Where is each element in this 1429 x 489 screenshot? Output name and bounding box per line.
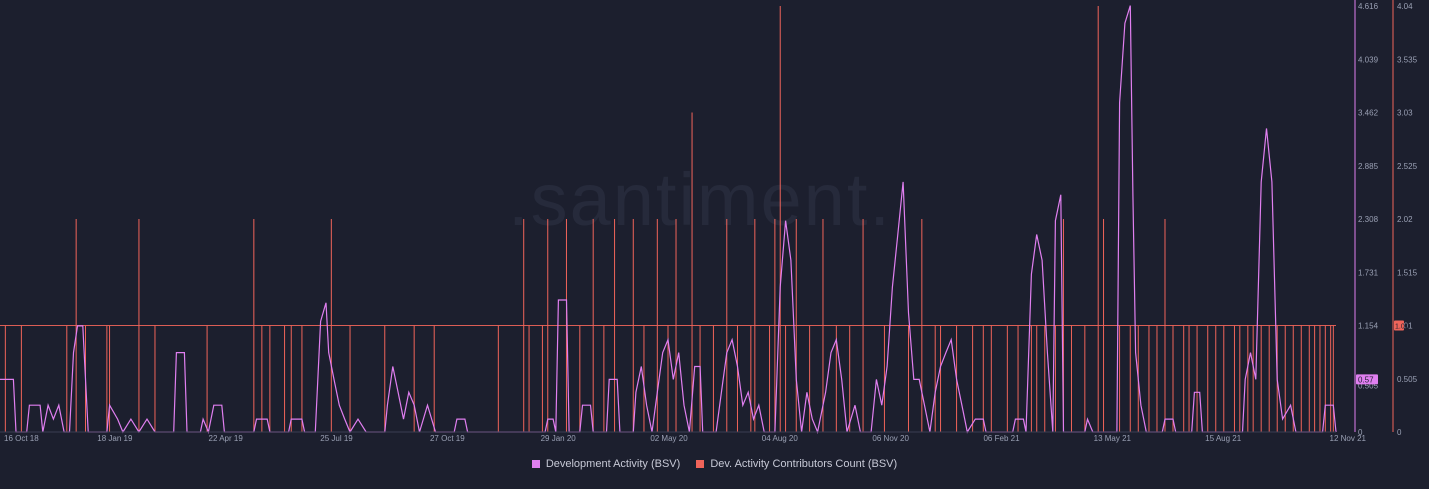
x-axis-tick-12: 12 Nov 21 <box>1330 434 1367 443</box>
x-axis-tick-7: 04 Aug 20 <box>762 434 799 443</box>
right-axis-tick-6: 1.01 <box>1397 322 1413 331</box>
right-axis-tick-7: 0.505 <box>1397 375 1418 384</box>
x-axis-tick-3: 25 Jul 19 <box>320 434 353 443</box>
watermark: .santiment. <box>508 158 892 241</box>
x-axis-tick-5: 29 Jan 20 <box>541 434 577 443</box>
left-axis-tick-7: 0.505 <box>1358 381 1379 390</box>
left-axis-tick-3: 2.885 <box>1358 162 1379 171</box>
x-axis-tick-10: 13 May 21 <box>1094 434 1132 443</box>
legend-swatch-contributors <box>696 460 705 468</box>
left-current-badge <box>1356 374 1378 385</box>
x-axis-tick-2: 22 Apr 19 <box>209 434 244 443</box>
right-axis-tick-0: 4.04 <box>1397 2 1413 11</box>
x-axis-tick-4: 27 Oct 19 <box>430 434 465 443</box>
left-axis-tick-4: 2.308 <box>1358 215 1379 224</box>
right-axis-tick-1: 3.535 <box>1397 55 1418 64</box>
right-current-badge <box>1394 320 1404 331</box>
left-axis-tick-0: 4.616 <box>1358 2 1379 11</box>
left-axis-tick-1: 4.039 <box>1358 55 1379 64</box>
legend: Development Activity (BSV) Dev. Activity… <box>0 458 1429 470</box>
x-axis-tick-0: 16 Oct 18 <box>4 434 39 443</box>
legend-item-contributors-count[interactable]: Dev. Activity Contributors Count (BSV) <box>696 458 897 470</box>
legend-label-development: Development Activity (BSV) <box>545 458 681 470</box>
left-current-value: 0.57 <box>1358 375 1374 384</box>
legend-label-contributors: Dev. Activity Contributors Count (BSV) <box>710 458 898 470</box>
development-series <box>0 5 1337 435</box>
x-axis-tick-9: 06 Feb 21 <box>983 434 1020 443</box>
right-axis-tick-8: 0 <box>1397 428 1402 437</box>
left-axis-tick-6: 1.154 <box>1358 322 1379 331</box>
x-axis-tick-6: 02 May 20 <box>650 434 688 443</box>
legend-item-development-activity[interactable]: Development Activity (BSV) <box>531 458 681 470</box>
left-axis-tick-2: 3.462 <box>1358 109 1379 118</box>
right-current-value: 1.01 <box>1395 324 1409 331</box>
left-axis-tick-5: 1.731 <box>1358 268 1379 277</box>
right-axis-tick-4: 2.02 <box>1397 215 1413 224</box>
x-axis-tick-8: 06 Nov 20 <box>872 434 909 443</box>
contributors-series <box>0 6 1336 432</box>
development-activity-line <box>0 5 1337 435</box>
legend-swatch-development <box>531 460 540 468</box>
right-axis-tick-2: 3.03 <box>1397 109 1413 118</box>
x-axis-tick-11: 15 Aug 21 <box>1205 434 1242 443</box>
right-axis-tick-5: 1.515 <box>1397 268 1418 277</box>
right-axis-tick-3: 2.525 <box>1397 162 1418 171</box>
left-axis-tick-8: 0 <box>1358 428 1363 437</box>
axes: 4.616 4.039 3.462 2.885 2.308 1.731 1.154 0.505… <box>0 0 1418 443</box>
x-axis-tick-1: 18 Jan 19 <box>97 434 133 443</box>
